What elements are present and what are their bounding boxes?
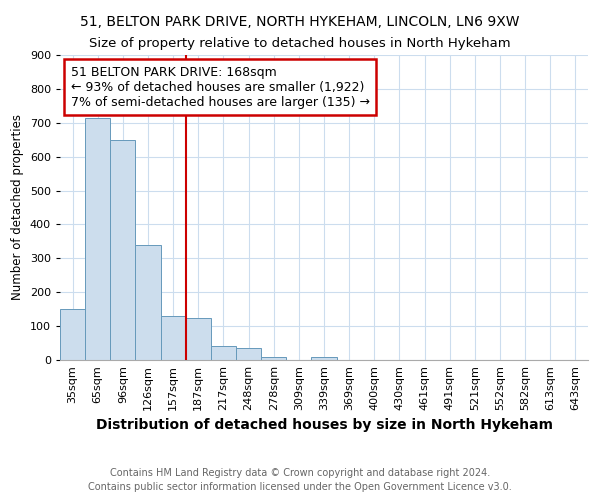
Bar: [136, 245, 161, 360]
Text: Contains public sector information licensed under the Open Government Licence v3: Contains public sector information licen…: [88, 482, 512, 492]
Bar: [211, 346, 236, 360]
Bar: [60, 309, 85, 360]
Y-axis label: Number of detached properties: Number of detached properties: [11, 114, 24, 300]
Bar: [161, 316, 186, 360]
Text: Size of property relative to detached houses in North Hykeham: Size of property relative to detached ho…: [89, 38, 511, 51]
Bar: [85, 118, 110, 360]
Bar: [311, 358, 337, 360]
Text: 51, BELTON PARK DRIVE, NORTH HYKEHAM, LINCOLN, LN6 9XW: 51, BELTON PARK DRIVE, NORTH HYKEHAM, LI…: [80, 15, 520, 29]
X-axis label: Distribution of detached houses by size in North Hykeham: Distribution of detached houses by size …: [95, 418, 553, 432]
Bar: [110, 140, 136, 360]
Text: 51 BELTON PARK DRIVE: 168sqm
← 93% of detached houses are smaller (1,922)
7% of : 51 BELTON PARK DRIVE: 168sqm ← 93% of de…: [71, 66, 370, 108]
Text: Contains HM Land Registry data © Crown copyright and database right 2024.: Contains HM Land Registry data © Crown c…: [110, 468, 490, 477]
Bar: [186, 318, 211, 360]
Bar: [261, 356, 286, 360]
Bar: [236, 348, 261, 360]
